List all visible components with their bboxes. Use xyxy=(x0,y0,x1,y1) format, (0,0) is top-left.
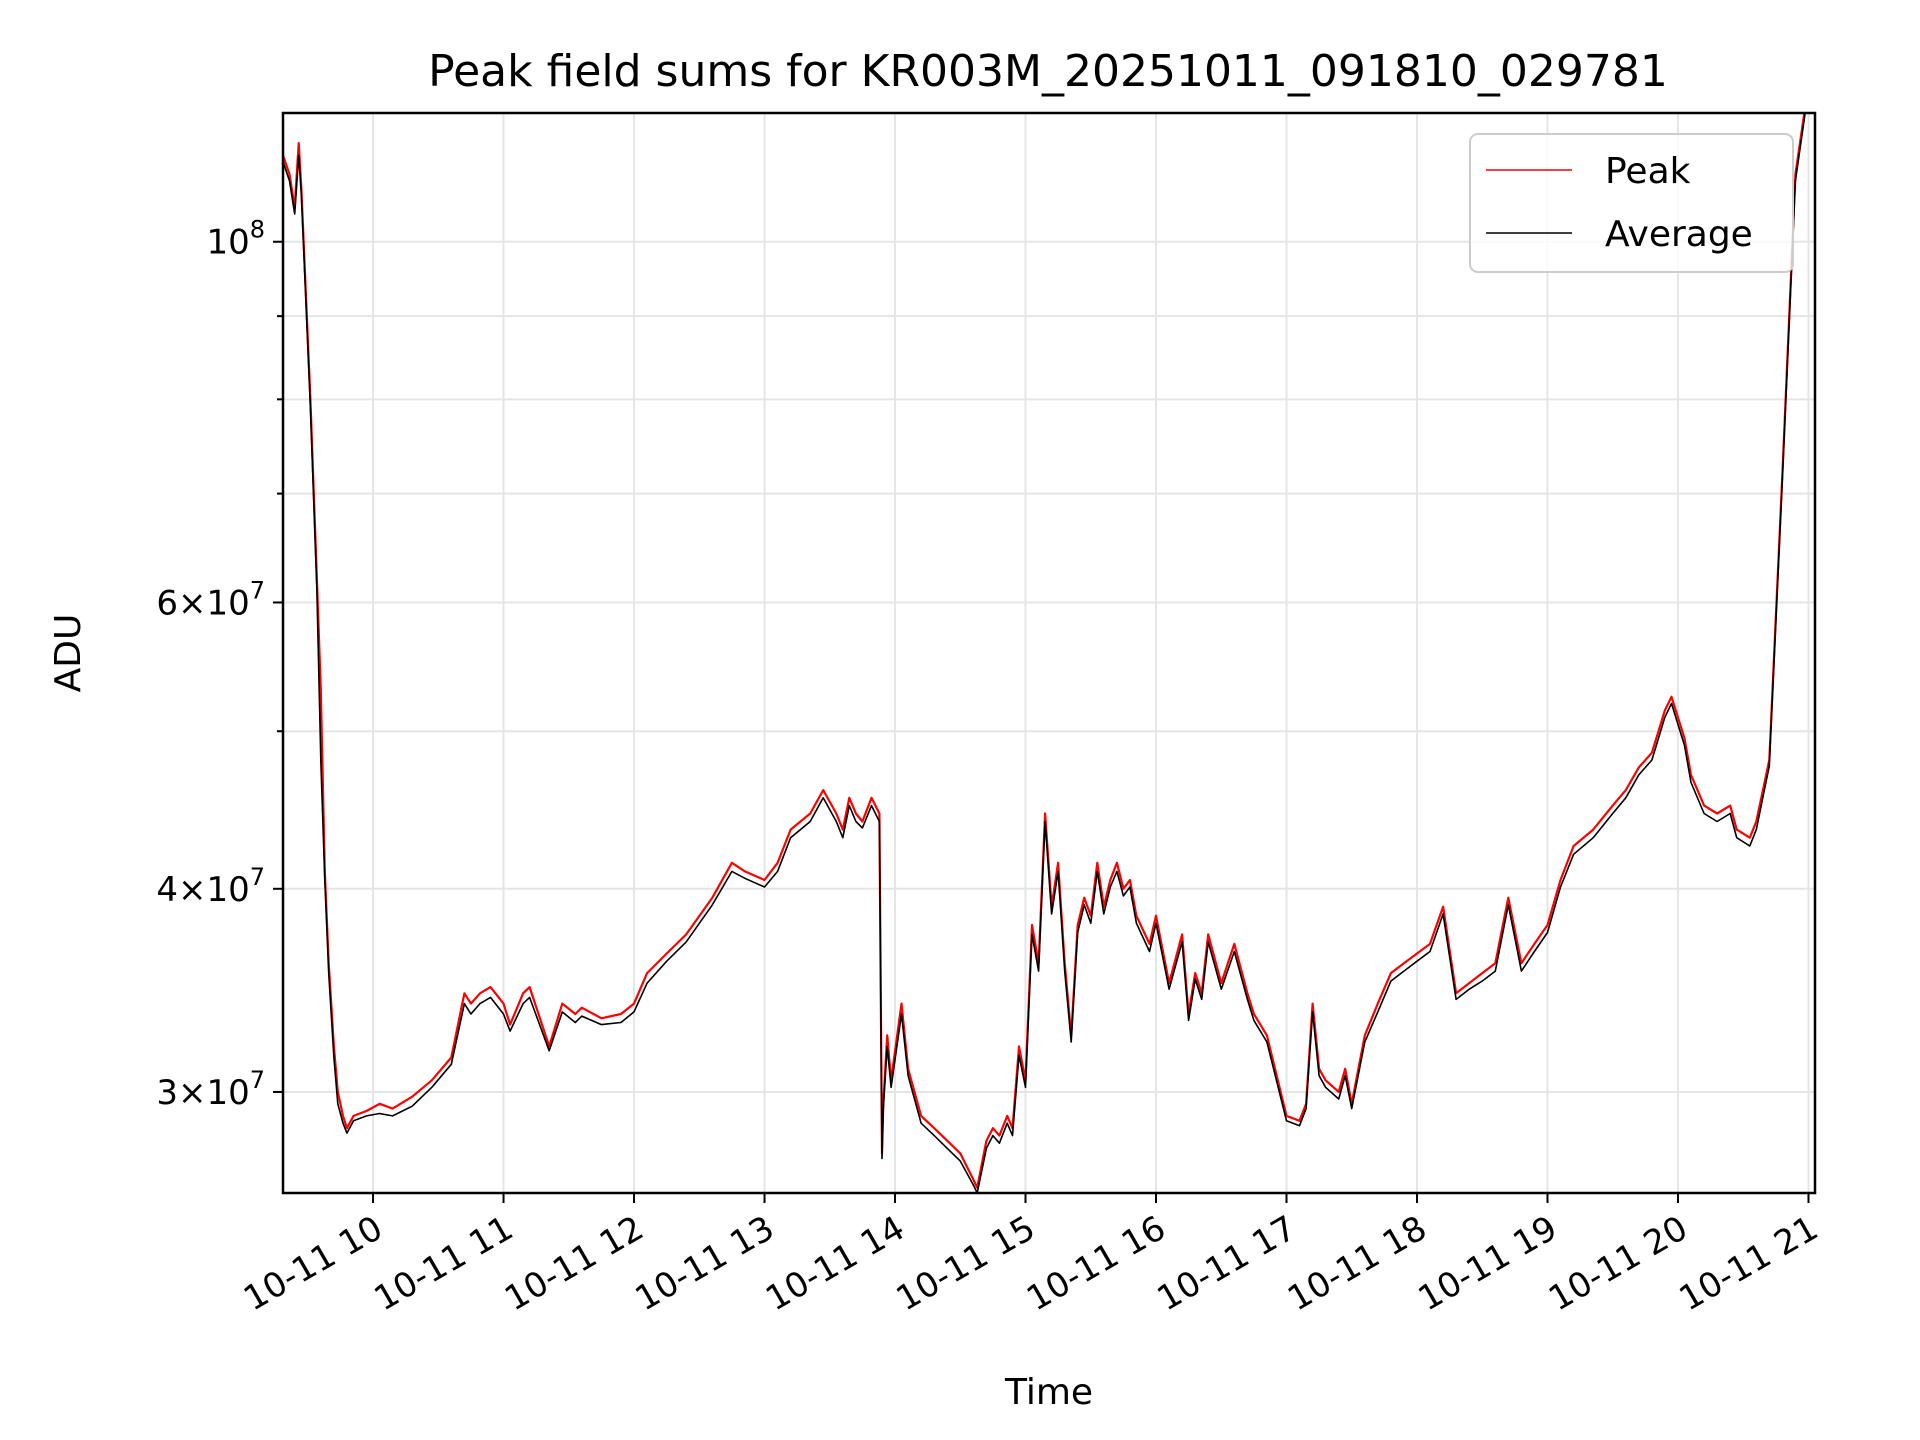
y-axis-label: ADU xyxy=(48,614,89,693)
x-tick-label: 10-11 11 xyxy=(368,1208,520,1319)
legend: Peak Average xyxy=(1469,133,1794,273)
plot-frame xyxy=(281,111,1817,1195)
x-axis-label: Time xyxy=(1004,1372,1093,1413)
y-tick-label: 4×107 xyxy=(156,863,265,910)
x-tick-label: 10-11 12 xyxy=(498,1208,650,1319)
x-tick-label: 10-11 14 xyxy=(759,1208,911,1319)
series-layer xyxy=(283,113,1806,1193)
x-tick-label: 10-11 17 xyxy=(1151,1208,1303,1319)
x-tick-label: 10-11 18 xyxy=(1281,1208,1433,1319)
x-tick-label: 10-11 13 xyxy=(629,1208,781,1319)
legend-label-peak: Peak xyxy=(1605,151,1691,192)
y-tick-label: 6×107 xyxy=(156,576,265,623)
x-tick-label: 10-11 20 xyxy=(1542,1208,1694,1319)
x-tick-label: 10-11 19 xyxy=(1412,1208,1564,1319)
plot-area xyxy=(283,113,1806,1193)
legend-box xyxy=(1469,133,1794,273)
series-line-peak xyxy=(283,113,1806,1189)
x-tick-label: 10-11 21 xyxy=(1673,1208,1825,1319)
y-tick-label: 3×107 xyxy=(156,1066,265,1113)
legend-label-average: Average xyxy=(1605,214,1753,255)
series-line-average xyxy=(283,113,1806,1193)
x-tick-label: 10-11 10 xyxy=(237,1208,389,1319)
x-tick-label: 10-11 15 xyxy=(890,1208,1042,1319)
chart-title: Peak field sums for KR003M_20251011_0918… xyxy=(428,46,1668,97)
y-axis: 3×107 4×107 6×107 108 xyxy=(156,216,283,1113)
x-tick-label: 10-11 16 xyxy=(1020,1208,1172,1319)
grid xyxy=(283,113,1815,1193)
y-tick-label: 108 xyxy=(206,216,265,263)
